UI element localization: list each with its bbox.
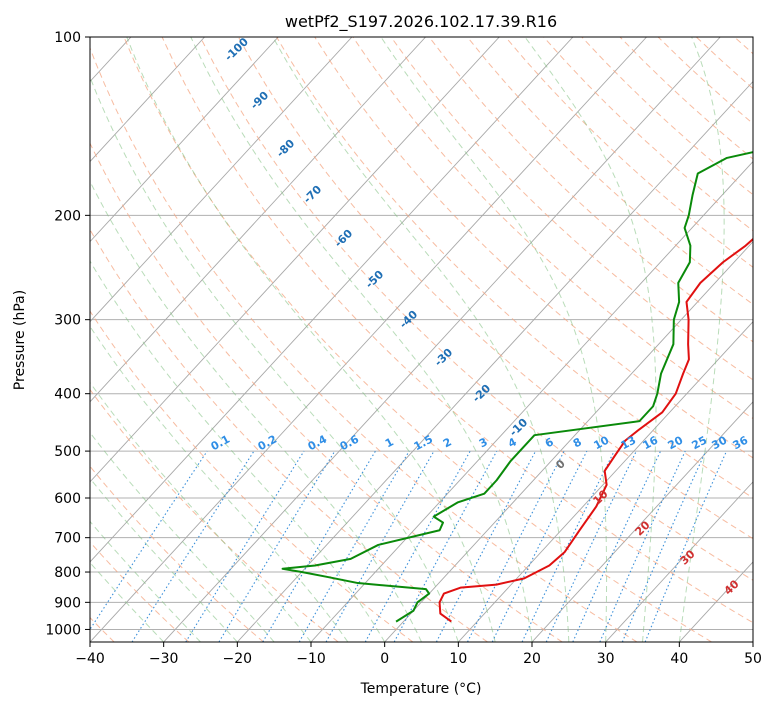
isotherm-line: [163, 37, 721, 642]
mixing-ratio-line: [621, 450, 707, 642]
isotherm-line: [90, 37, 647, 642]
dry-adiabat-line: [90, 46, 638, 642]
dry-adiabat-line: [237, 37, 753, 540]
mixing-ratio-label: 13: [619, 434, 639, 453]
mixing-ratio-line: [325, 450, 435, 642]
dry-adiabat-line: [90, 465, 264, 642]
mixing-ratio-line: [599, 450, 686, 642]
isotherm-line: [0, 37, 57, 642]
dry-adiabat-line: [390, 37, 753, 381]
x-tick-label: −10: [296, 651, 326, 667]
x-tick-label: −30: [149, 651, 179, 667]
axes: −40 −30 −20 −10 0 10 20 30 40 50 100 200 300 400 500 60…: [45, 30, 762, 667]
x-tick-label: −20: [223, 651, 253, 667]
moist-adiabat-line: [524, 37, 657, 642]
x-axis-label: Temperature (°C): [360, 681, 482, 697]
x-tick-label: 0: [380, 651, 389, 667]
mixing-ratio-line: [467, 450, 565, 642]
moist-adiabat-line: [90, 325, 349, 642]
mixing-ratio-line: [218, 450, 336, 642]
isotherm-line: [90, 37, 500, 483]
y-tick-label: 800: [54, 565, 81, 581]
x-tick-label: 40: [670, 651, 688, 667]
temperature-profile-line: [438, 237, 753, 623]
dry-adiabat-line: [90, 142, 563, 642]
dry-adiabat-line: [314, 37, 753, 459]
isotherm-line: [90, 37, 574, 563]
isotherm-line: [237, 80, 753, 642]
mixing-ratio-label: 25: [690, 434, 710, 453]
moist-adiabat-line: [126, 37, 496, 642]
mixing-ratio-line: [393, 450, 498, 642]
x-tick-label: 50: [744, 651, 762, 667]
isotherm-line: [384, 240, 753, 642]
x-tick-label: 30: [597, 651, 615, 667]
mixing-ratio-label: 10: [592, 433, 612, 452]
y-tick-label: 100: [54, 30, 81, 46]
isotherm-line: [90, 37, 353, 323]
isotherm-line: [531, 401, 753, 642]
y-tick-label: 600: [54, 491, 81, 507]
isotherm-line: [90, 37, 205, 163]
moist-adiabat-line: [380, 37, 608, 642]
isotherm-line: [605, 481, 753, 642]
dry-adiabat-line: [90, 228, 488, 642]
series-layer: [281, 151, 753, 623]
mixing-ratio-lines: [90, 450, 728, 642]
moist-adiabat-line: [90, 381, 312, 642]
mixing-ratio-line: [491, 450, 588, 642]
mixing-ratio-line: [364, 450, 471, 642]
y-tick-label: 400: [54, 387, 81, 403]
mixing-ratio-line: [644, 450, 728, 642]
x-tick-label: 10: [449, 651, 467, 667]
dry-adiabats: [90, 37, 753, 642]
isotherm-line: [90, 37, 426, 403]
y-tick-label: 700: [54, 531, 81, 547]
dry-adiabat-line: [428, 37, 753, 343]
moist-adiabat-line: [190, 37, 533, 642]
y-tick-label: 300: [54, 313, 81, 329]
dry-adiabat-line: [161, 37, 753, 624]
y-tick-label: 1000: [45, 622, 81, 638]
y-axis-label: Pressure (hPa): [12, 290, 28, 390]
mixing-ratio-label: 20: [666, 433, 686, 452]
y-tick-label: 200: [54, 208, 81, 224]
isotherm-line: [90, 37, 279, 243]
dry-adiabat-line: [123, 37, 712, 642]
dry-adiabat-line: [90, 541, 190, 642]
plot-frame: [89, 36, 754, 643]
y-tick-label: 900: [54, 595, 81, 611]
isotherm-line: [458, 321, 753, 642]
moist-adiabat-line: [90, 180, 422, 642]
dry-adiabat-line: [276, 37, 753, 499]
dewpoint-profile-line: [281, 151, 753, 623]
x-tick-label: −40: [75, 651, 105, 667]
mixing-ratio-label: 36: [731, 433, 751, 452]
mixing-ratio-label: 16: [641, 433, 661, 452]
moist-adiabat-line: [272, 37, 570, 642]
dry-adiabat-line: [199, 37, 753, 581]
y-tick-label: 500: [54, 444, 81, 460]
mixing-ratio-label: 30: [710, 433, 730, 452]
moist-adiabat-line: [678, 37, 725, 642]
chart-title: wetPf2_S197.2026.102.17.39.R16: [285, 12, 557, 32]
isotherm-line: [752, 641, 753, 642]
mixing-ratio-line: [185, 450, 305, 642]
mixing-ratio-line: [131, 450, 255, 642]
mixing-ratio-line: [90, 450, 208, 631]
dry-adiabat-line: [352, 37, 753, 420]
x-tick-label: 20: [523, 651, 541, 667]
